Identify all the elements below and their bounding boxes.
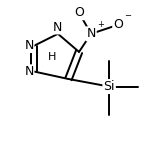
Text: −: − bbox=[124, 11, 131, 20]
Text: N: N bbox=[86, 27, 96, 40]
Text: N: N bbox=[53, 21, 63, 34]
Text: +: + bbox=[97, 20, 104, 29]
Text: Si: Si bbox=[103, 80, 115, 93]
Text: N: N bbox=[24, 39, 34, 52]
Text: H: H bbox=[48, 52, 56, 62]
Text: O: O bbox=[113, 18, 123, 31]
Text: O: O bbox=[74, 6, 84, 19]
Text: N: N bbox=[24, 65, 34, 78]
